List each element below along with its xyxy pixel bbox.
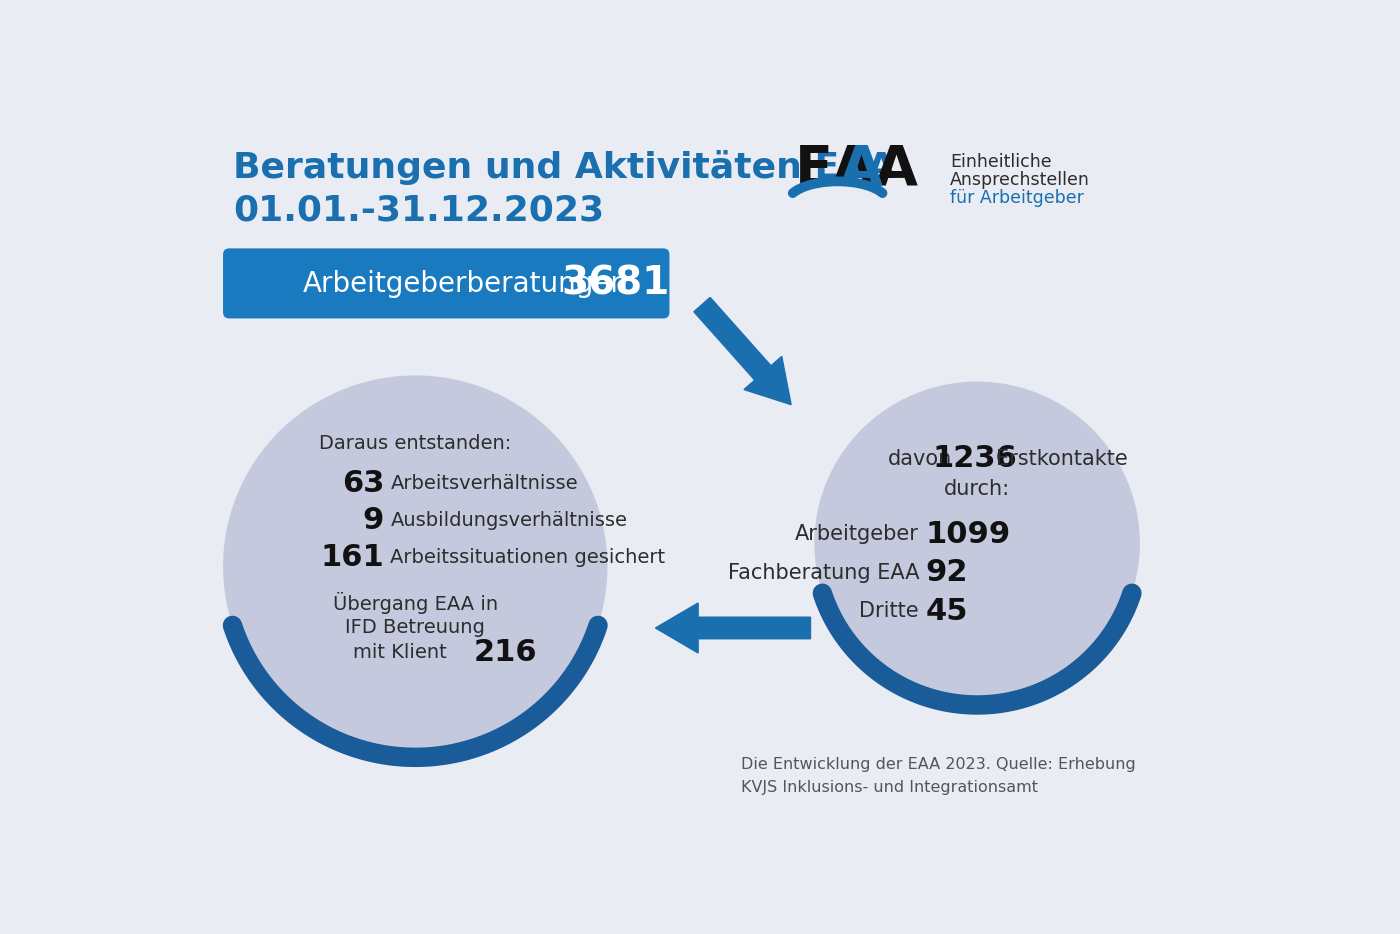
Text: Die Entwicklung der EAA 2023. Quelle: Erhebung
KVJS Inklusions- und Integrations: Die Entwicklung der EAA 2023. Quelle: Er… xyxy=(741,757,1135,795)
FancyBboxPatch shape xyxy=(223,248,669,318)
Text: Ausbildungsverhältnisse: Ausbildungsverhältnisse xyxy=(391,511,627,530)
Text: mit Klient: mit Klient xyxy=(353,644,447,662)
Text: Arbeitgeberberatungen: Arbeitgeberberatungen xyxy=(302,270,629,298)
Text: für Arbeitgeber: für Arbeitgeber xyxy=(951,189,1084,206)
Text: 161: 161 xyxy=(321,543,384,572)
FancyArrow shape xyxy=(694,297,791,404)
Text: Daraus entstanden:: Daraus entstanden: xyxy=(319,433,511,453)
Text: Erstkontakte: Erstkontakte xyxy=(997,448,1128,469)
Text: 45: 45 xyxy=(925,597,967,626)
Text: IFD Betreuung: IFD Betreuung xyxy=(346,618,486,638)
Text: 3681: 3681 xyxy=(561,265,669,303)
Text: 1099: 1099 xyxy=(925,519,1011,548)
Text: Dritte: Dritte xyxy=(860,601,918,621)
Text: 1236: 1236 xyxy=(932,444,1018,474)
Text: Ansprechstellen: Ansprechstellen xyxy=(951,171,1089,189)
Text: Einheitliche: Einheitliche xyxy=(951,153,1051,171)
Text: 92: 92 xyxy=(925,558,967,587)
Text: 01.01.-31.12.2023: 01.01.-31.12.2023 xyxy=(234,193,605,228)
Text: 63: 63 xyxy=(342,469,384,498)
Text: Übergang EAA in: Übergang EAA in xyxy=(333,592,498,615)
Circle shape xyxy=(815,382,1140,705)
FancyArrow shape xyxy=(655,603,811,653)
Circle shape xyxy=(223,375,608,757)
Text: EAA: EAA xyxy=(795,143,918,197)
Text: Arbeitsverhältnisse: Arbeitsverhältnisse xyxy=(391,474,578,493)
Text: Fachberatung EAA: Fachberatung EAA xyxy=(728,562,918,583)
Text: 216: 216 xyxy=(473,638,538,667)
Text: Arbeitgeber: Arbeitgeber xyxy=(795,524,918,544)
Text: A: A xyxy=(840,143,883,197)
Text: davon: davon xyxy=(888,448,952,469)
Text: durch:: durch: xyxy=(944,479,1011,500)
Text: Arbeitssituationen gesichert: Arbeitssituationen gesichert xyxy=(391,547,665,567)
Text: 9: 9 xyxy=(363,505,384,534)
Text: Beratungen und Aktivitäten EAA: Beratungen und Aktivitäten EAA xyxy=(234,150,896,185)
